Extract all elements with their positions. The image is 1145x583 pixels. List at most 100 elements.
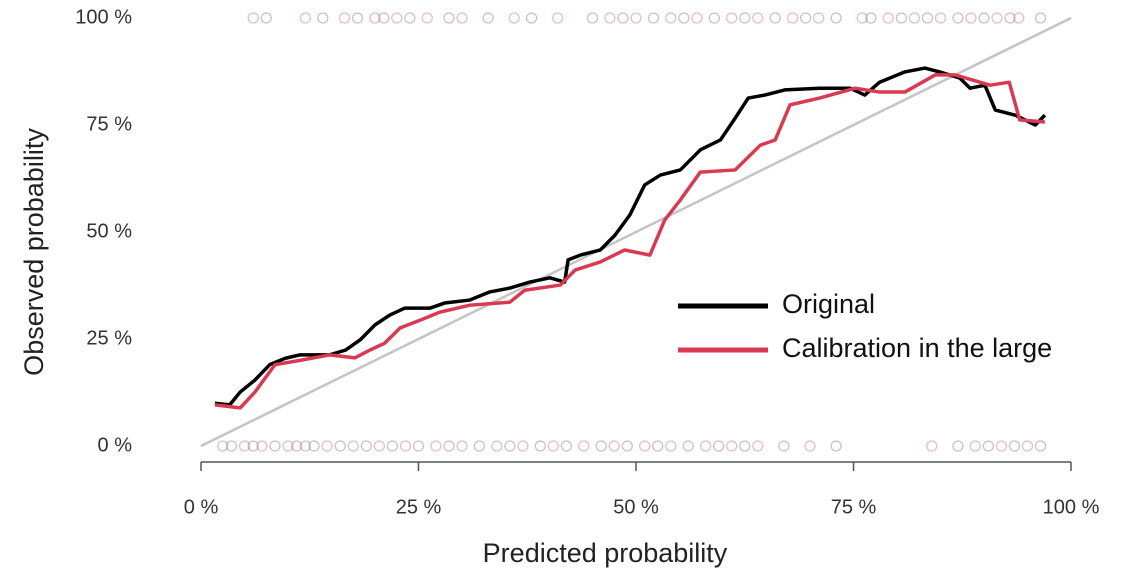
rug-point <box>260 12 272 24</box>
rug-point <box>995 440 1008 452</box>
rug-point <box>282 440 294 452</box>
rug-point <box>560 440 573 452</box>
rug-point <box>978 12 990 24</box>
y-tick-label: 0 % <box>98 434 133 456</box>
x-tick-label: 0 % <box>184 496 219 518</box>
rug-point <box>508 12 520 24</box>
rug-point <box>1034 12 1047 24</box>
rug-point <box>404 12 416 24</box>
rug-point <box>708 12 720 24</box>
reference-line <box>200 16 1072 448</box>
rug-point <box>608 440 620 452</box>
rug-point <box>952 12 964 24</box>
rug-point <box>473 440 486 452</box>
rug-point <box>399 440 412 452</box>
rug-point <box>430 440 442 452</box>
rug-point <box>982 440 994 452</box>
rug-point <box>595 440 607 452</box>
rug-point <box>726 440 738 452</box>
rug-point <box>952 440 964 452</box>
rug-point <box>739 12 751 24</box>
rug-point <box>412 440 425 452</box>
rug-point <box>534 440 546 452</box>
rug-point <box>665 12 677 24</box>
rug-point <box>1013 12 1025 24</box>
rug-point <box>921 12 934 24</box>
rug-point <box>804 440 816 452</box>
rug-point <box>321 440 333 452</box>
rug-point <box>456 12 468 24</box>
rug-point <box>247 12 259 24</box>
legend-label: Calibration in the large <box>782 333 1052 363</box>
rug-point <box>678 12 690 24</box>
rug-point <box>621 440 633 452</box>
rug-point <box>552 12 564 24</box>
rug-point <box>739 440 751 452</box>
rug-point <box>713 440 725 452</box>
rug-point <box>934 12 947 24</box>
rug-point <box>991 12 1003 24</box>
rug-point <box>830 440 842 452</box>
rug-point <box>630 12 642 24</box>
x-tick-label: 25 % <box>396 496 442 518</box>
y-axis-title: Observed probability <box>19 128 49 376</box>
rug-point <box>699 440 712 452</box>
rug-point <box>617 12 629 24</box>
y-tick-label: 25 % <box>86 327 132 349</box>
rug-point <box>217 440 229 452</box>
rug-point <box>830 12 842 24</box>
rug-point <box>291 440 303 452</box>
rug-point <box>800 12 812 24</box>
rug-point <box>443 440 455 452</box>
rug-point <box>752 440 764 452</box>
x-tick-label: 75 % <box>831 496 877 518</box>
rug-point <box>647 12 660 24</box>
rug-point <box>238 440 251 452</box>
rug-point <box>299 440 312 452</box>
rug-point <box>926 440 938 452</box>
rug-point <box>1021 440 1034 452</box>
rug-point <box>639 440 651 452</box>
rug-point <box>665 440 677 452</box>
rug-point <box>421 12 433 24</box>
rug-point <box>299 12 312 24</box>
rug-point <box>308 440 320 452</box>
rug-point <box>347 440 359 452</box>
rug-point <box>334 440 346 452</box>
rug-point <box>691 12 703 24</box>
series-line <box>214 66 1047 407</box>
rug-point <box>813 12 825 24</box>
rug-point <box>317 12 329 24</box>
rug-point <box>338 12 351 24</box>
rug-point <box>386 440 399 452</box>
rug-point <box>482 12 494 24</box>
rug-point <box>547 440 559 452</box>
legend-label: Original <box>782 289 875 319</box>
rug-point <box>778 440 790 452</box>
rug-point <box>1004 12 1016 24</box>
rug-point <box>360 440 372 452</box>
rug-point <box>578 440 590 452</box>
rug-point <box>351 12 364 24</box>
rug-point <box>882 12 894 24</box>
rug-point <box>652 440 664 452</box>
rug-point <box>856 12 868 24</box>
rug-point <box>895 12 907 24</box>
rug-point <box>969 440 981 452</box>
x-tick-label: 50 % <box>613 496 659 518</box>
rug-point <box>786 12 799 24</box>
rug-point <box>269 440 281 452</box>
rug-point <box>965 12 977 24</box>
x-axis-title: Predicted probability <box>483 538 728 568</box>
rug-point <box>752 12 764 24</box>
series-line <box>214 73 1046 410</box>
rug-point <box>769 12 781 24</box>
x-tick-label: 100 % <box>1043 496 1100 518</box>
rug-point <box>456 440 468 452</box>
rug-point <box>908 12 921 24</box>
rug-point <box>586 12 599 24</box>
y-tick-label: 75 % <box>86 113 132 135</box>
rug-point <box>369 12 381 24</box>
y-tick-label: 100 % <box>75 6 132 28</box>
